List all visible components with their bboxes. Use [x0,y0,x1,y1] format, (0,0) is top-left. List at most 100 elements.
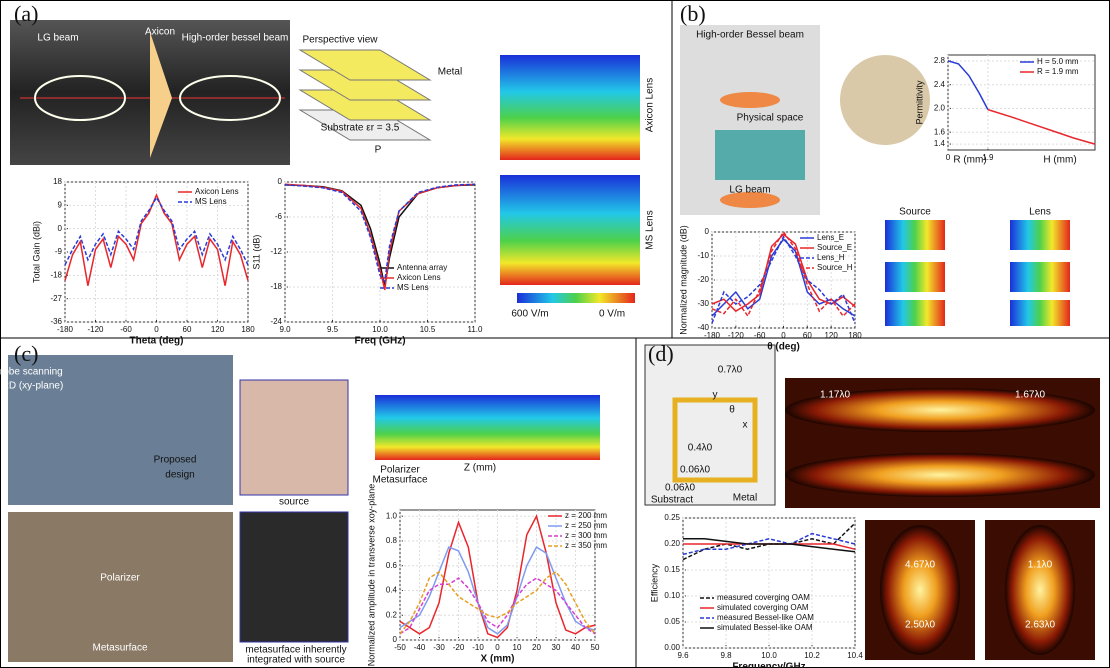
legend-label: Antenna array [397,263,447,272]
legend-label: simulated coverging OAM [717,603,809,612]
axicon-shape [150,32,172,158]
y-tick-label: 9 [58,200,63,209]
legend-label: Axicon Lens [397,273,441,282]
annotation: Axicon Lens [645,78,656,132]
y-tick-label: -9 [55,247,63,256]
legend-label: z = 200 mm [565,511,607,520]
photo-antenna [8,512,233,662]
x-tick-label: 10.4 [847,651,863,660]
y-tick-label: -18 [270,282,282,291]
lens-sphere [840,55,930,145]
y-tick-label: 0.15 [664,565,680,574]
annotation: Physical space [737,113,804,124]
annotation: Metasurface [372,475,427,486]
annotation: Lens [1029,207,1051,218]
beam-band [1005,525,1075,655]
y-tick-label: 0.2 [386,610,398,619]
annotation: y [713,390,718,401]
annotation: source [279,497,309,508]
legend-label: R = 1.9 mm [1037,67,1079,76]
beam-band [785,453,1095,497]
plot-area [947,54,1096,151]
annotation: High-order bessel beam [182,33,289,44]
y-tick-label: -24 [270,317,282,326]
x-tick-label: -180 [704,331,721,340]
x-tick-label: -30 [433,643,445,652]
legend-label: Lens_E [817,233,844,242]
legend-label: H = 5.0 mm [1037,57,1079,66]
y-tick-label: 0 [705,227,710,236]
annotation: Metal [733,493,757,504]
y-tick-label: -27 [50,294,62,303]
x-tick-label: -180 [57,325,74,334]
annotation: Perspective view [302,35,378,46]
y-tick-label: 1.6 [934,127,946,136]
annotation: 1.1λ0 [1028,560,1053,571]
annotation: P [375,145,382,156]
panel-label: (a) [14,1,38,26]
series-line [284,183,476,284]
annotation: H (mm) [1043,155,1076,166]
x-tick-label: 120 [824,331,838,340]
x-tick-label: -120 [728,331,745,340]
y-tick-label: 0.4 [386,586,398,595]
photo-metasurface [239,511,349,643]
y-axis-label: Efficiency [649,563,659,602]
field-map [500,175,640,285]
beam-profile [720,92,780,108]
beam-band [785,388,1095,432]
x-axis-label: Frequency/GHz [732,662,805,668]
y-tick-label: 0.00 [664,643,680,652]
y-tick-label: 0.10 [664,591,680,600]
annotation: Polarizer [380,465,420,476]
x-tick-label: 10 [513,643,522,652]
x-tick-label: 9.5 [327,325,339,334]
x-axis-label: θ (deg) [767,342,800,353]
annotation: R (mm) [953,155,986,166]
layer-stack [298,49,432,141]
annotation: Z (mm) [464,463,496,474]
annotation: 0.06λ0 [665,483,695,494]
x-tick-label: 180 [848,331,862,340]
annotation: design [165,470,194,481]
x-tick-label: -60 [120,325,132,334]
y-tick-label: 2.4 [934,80,946,89]
x-tick-label: -10 [472,643,484,652]
metal-ring [672,397,758,483]
annotation: metasurface inherently [245,645,346,656]
annotation: 0.4λ0 [688,443,713,454]
y-axis-label: Normalized magnitude (dB) [678,225,688,335]
y-tick-label: 0.05 [664,617,680,626]
series-line [64,196,249,266]
x-tick-label: 9.8 [720,651,732,660]
panel-label: (d) [648,341,674,366]
x-tick-label: 40 [571,643,580,652]
annotation: 0.06λ0 [680,465,710,476]
y-tick-label: -40 [697,323,709,332]
x-tick-label: 10.0 [372,325,388,334]
annotation: Metal [438,67,462,78]
legend-label: Axicon Lens [195,187,239,196]
legend-label: z = 350 mm [565,541,607,550]
annotation: 4.67λ0 [905,560,935,571]
legend-label: Source_H [817,263,853,272]
x-tick-label: 1.9 [982,153,994,162]
annotation: 600 V/m [511,309,548,320]
x-tick-label: 0 [154,325,159,334]
legend-label: measured Bessel-like OAM [717,613,814,622]
x-tick-label: 9.6 [677,651,689,660]
legend-label: simulated Bessel-like OAM [717,623,813,632]
legend-label: z = 250 mm [565,521,607,530]
x-tick-label: 30 [552,643,561,652]
x-tick-label: 50 [591,643,600,652]
annotation: x [743,420,748,431]
photo-chamber [8,355,233,505]
annotation: 1.67λ0 [1015,390,1045,401]
annotation: Source [899,207,931,218]
field-map [500,55,640,160]
x-tick-label: 0 [495,643,500,652]
y-axis-label: S11 (dB) [251,235,261,270]
y-axis-label: Permittivity [914,80,924,125]
y-tick-label: 0.20 [664,539,680,548]
